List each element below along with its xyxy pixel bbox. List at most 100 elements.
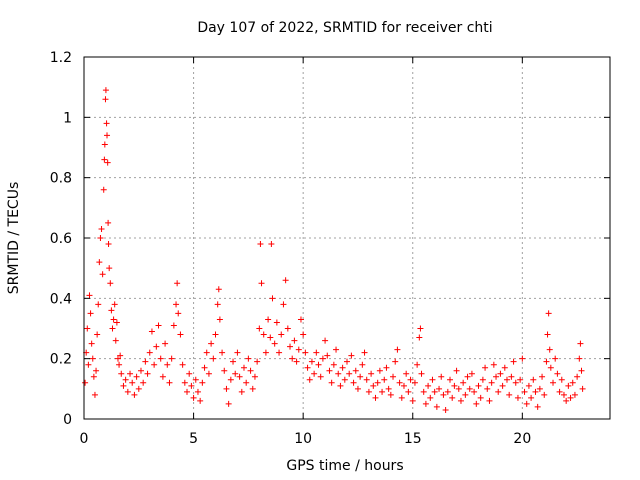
y-tick-label: 1: [63, 110, 72, 126]
data-point: [442, 406, 449, 413]
data-point: [560, 391, 567, 398]
data-point: [100, 186, 107, 193]
data-point: [295, 346, 302, 353]
data-point: [97, 235, 104, 241]
y-tick-label: 0: [63, 412, 72, 428]
data-point: [88, 340, 95, 347]
data-point: [361, 349, 368, 356]
data-point: [190, 394, 197, 401]
data-point: [144, 370, 151, 377]
data-point: [216, 316, 223, 323]
data-point: [308, 358, 315, 365]
data-point: [477, 394, 484, 401]
data-point: [521, 388, 528, 395]
data-point: [94, 331, 101, 338]
data-point: [108, 307, 115, 314]
data-point: [82, 379, 89, 386]
data-point: [95, 301, 102, 308]
data-point: [110, 316, 117, 323]
data-point: [324, 352, 331, 359]
data-point: [396, 379, 403, 386]
data-point: [245, 355, 252, 362]
data-point: [164, 361, 171, 368]
data-point: [214, 301, 221, 308]
data-point: [107, 280, 114, 287]
data-point: [558, 376, 565, 383]
data-point: [541, 391, 548, 398]
data-point: [488, 379, 495, 386]
data-point: [425, 382, 432, 389]
data-point: [170, 322, 177, 329]
data-point: [127, 370, 134, 377]
data-point: [151, 361, 158, 368]
data-point: [508, 373, 515, 380]
data-point: [140, 379, 147, 386]
data-point: [256, 325, 263, 332]
data-point: [122, 376, 129, 383]
x-tick-label: 20: [513, 431, 531, 447]
data-point: [574, 373, 581, 380]
data-point: [350, 379, 357, 386]
data-point: [514, 394, 521, 401]
data-point: [101, 141, 108, 148]
data-point: [257, 241, 264, 248]
data-point: [243, 379, 250, 386]
data-point: [116, 361, 123, 368]
x-axis-title: GPS time / hours: [286, 458, 403, 474]
data-point: [212, 331, 219, 338]
data-point: [203, 349, 210, 356]
x-tick-label: 5: [189, 431, 198, 447]
data-point: [422, 400, 429, 407]
data-point: [153, 343, 160, 350]
data-point: [394, 346, 401, 353]
data-point: [90, 373, 97, 380]
data-point: [346, 370, 353, 377]
data-point: [104, 159, 111, 166]
data-point: [287, 343, 294, 350]
data-point: [462, 391, 469, 398]
data-point: [473, 400, 480, 407]
data-point: [482, 364, 489, 371]
data-point: [102, 87, 109, 94]
data-point: [234, 349, 241, 356]
data-point: [271, 340, 278, 347]
data-point: [354, 385, 361, 392]
data-point: [219, 349, 226, 356]
data-point: [131, 391, 138, 398]
data-point: [227, 376, 234, 383]
data-point: [544, 331, 551, 338]
data-point: [579, 385, 586, 392]
data-point: [184, 388, 191, 395]
data-point: [460, 379, 467, 386]
y-tick-labels: 0 0.2 0.4 0.6 0.8 1 1.2: [50, 50, 72, 428]
data-point: [328, 379, 335, 386]
data-point: [565, 382, 572, 389]
data-point: [348, 352, 355, 359]
data-point: [91, 391, 98, 398]
data-point: [400, 382, 407, 389]
data-point: [532, 388, 539, 395]
data-point: [159, 373, 166, 380]
data-point: [258, 280, 265, 287]
data-point: [576, 355, 583, 362]
data-point: [124, 388, 131, 395]
data-point: [451, 382, 458, 389]
data-point: [102, 96, 109, 103]
data-point: [174, 280, 181, 287]
data-point: [341, 376, 348, 383]
data-point: [98, 225, 105, 232]
data-point: [86, 292, 93, 299]
data-point: [137, 367, 144, 374]
data-point: [118, 370, 125, 377]
data-point: [89, 355, 96, 362]
data-point: [433, 403, 440, 410]
y-tick-label: 0.8: [50, 171, 72, 187]
data-point: [273, 319, 280, 326]
data-point: [251, 373, 258, 380]
data-point: [148, 328, 155, 335]
data-point: [155, 322, 162, 329]
data-point: [111, 301, 118, 308]
data-point: [188, 382, 195, 389]
data-point: [117, 352, 124, 359]
data-point: [162, 340, 169, 347]
